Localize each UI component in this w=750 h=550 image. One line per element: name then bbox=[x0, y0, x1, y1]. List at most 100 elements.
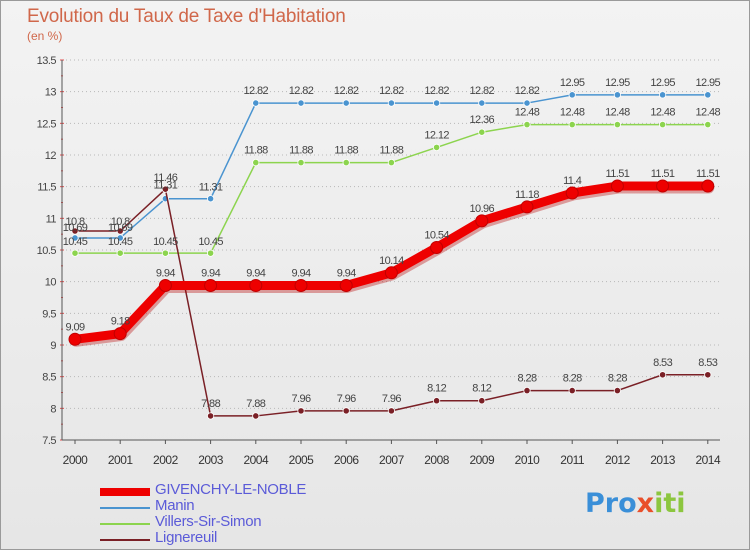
x-tick-label: 2007 bbox=[379, 453, 405, 467]
data-label: 12.82 bbox=[470, 85, 495, 97]
data-point bbox=[158, 278, 172, 292]
y-tick-label: 8.5 bbox=[42, 372, 56, 384]
x-tick-label: 2009 bbox=[469, 453, 495, 467]
data-point bbox=[432, 143, 441, 151]
data-label: 11.88 bbox=[334, 145, 358, 157]
data-label: 9.94 bbox=[201, 267, 220, 279]
data-label: 10.54 bbox=[424, 229, 449, 241]
y-tick-label: 12 bbox=[45, 150, 57, 162]
data-point bbox=[704, 121, 712, 129]
data-label: 11.88 bbox=[289, 145, 313, 157]
data-point bbox=[71, 227, 79, 235]
data-label: 11.31 bbox=[154, 180, 178, 192]
data-label: 7.96 bbox=[337, 393, 356, 405]
data-label: 12.95 bbox=[605, 77, 630, 89]
data-label: 9.94 bbox=[156, 267, 175, 279]
legend-label-manin: Manin bbox=[155, 497, 195, 514]
y-tick-label: 9 bbox=[50, 340, 56, 352]
y-tick-label: 7.5 bbox=[42, 435, 56, 447]
data-point bbox=[568, 121, 576, 129]
data-label: 10.8 bbox=[111, 216, 130, 228]
x-tick-label: 2002 bbox=[153, 453, 179, 467]
x-tick-label: 2004 bbox=[243, 453, 269, 467]
data-label: 8.53 bbox=[698, 357, 717, 369]
x-tick-label: 2005 bbox=[289, 453, 315, 467]
data-label: 12.82 bbox=[289, 85, 314, 97]
legend-label-givenchy: GIVENCHY-LE-NOBLE bbox=[155, 481, 307, 498]
x-tick-label: 2010 bbox=[515, 453, 541, 467]
data-label: 10.96 bbox=[470, 203, 495, 215]
data-label: 12.82 bbox=[515, 85, 540, 97]
data-point bbox=[294, 278, 308, 292]
data-point bbox=[249, 278, 263, 292]
data-label: 12.95 bbox=[650, 77, 675, 89]
x-tick-label: 2006 bbox=[334, 453, 360, 467]
y-tick-label: 10.5 bbox=[37, 245, 57, 257]
data-point bbox=[71, 249, 79, 257]
data-point bbox=[430, 240, 444, 254]
data-label: 7.96 bbox=[291, 393, 310, 405]
data-label: 8.53 bbox=[653, 357, 672, 369]
data-point bbox=[613, 386, 622, 395]
data-point bbox=[116, 234, 124, 242]
data-point bbox=[68, 332, 82, 346]
data-label: 12.48 bbox=[650, 107, 675, 119]
legend-item-givenchy: GIVENCHY-LE-NOBLE bbox=[100, 481, 360, 500]
data-label: 12.82 bbox=[379, 85, 404, 97]
x-tick-label: 2014 bbox=[695, 453, 721, 467]
data-label: 11.51 bbox=[696, 168, 720, 180]
data-point bbox=[568, 386, 576, 395]
data-point bbox=[478, 397, 486, 405]
data-point bbox=[432, 99, 441, 107]
data-point bbox=[161, 185, 169, 193]
data-point bbox=[658, 371, 667, 379]
legend-label-lignereuil: Lignereuil bbox=[155, 529, 218, 546]
data-label: 11.51 bbox=[606, 168, 630, 180]
data-label: 12.48 bbox=[515, 107, 540, 119]
data-label: 11.18 bbox=[515, 189, 539, 201]
data-point bbox=[207, 412, 215, 420]
data-label: 12.95 bbox=[560, 77, 585, 89]
data-label: 11.31 bbox=[199, 182, 223, 194]
legend-label-villers: Villers-Sir-Simon bbox=[155, 513, 262, 530]
data-point bbox=[252, 412, 260, 420]
data-label: 12.48 bbox=[605, 107, 630, 119]
data-point bbox=[252, 159, 260, 167]
logo-part-iti: iti bbox=[654, 488, 686, 519]
data-label: 7.88 bbox=[201, 398, 220, 410]
data-point bbox=[116, 249, 124, 257]
y-tick-label: 11 bbox=[46, 213, 57, 225]
data-point bbox=[116, 227, 124, 235]
data-point bbox=[568, 91, 576, 99]
data-label: 10.69 bbox=[108, 222, 133, 234]
data-point bbox=[252, 99, 260, 107]
data-label: 11.4 bbox=[563, 175, 582, 187]
data-label: 9.94 bbox=[246, 267, 265, 279]
y-tick-label: 12.5 bbox=[37, 118, 57, 130]
data-point bbox=[475, 214, 489, 228]
data-label: 11.51 bbox=[651, 168, 675, 180]
data-point bbox=[523, 386, 531, 395]
y-tick-label: 13.5 bbox=[37, 55, 57, 67]
data-label: 10.45 bbox=[198, 236, 223, 248]
data-point bbox=[610, 179, 624, 193]
data-label: 8.12 bbox=[427, 383, 446, 395]
data-point bbox=[204, 278, 218, 292]
chart-title: Evolution du Taux de Taxe d'Habitation bbox=[27, 6, 346, 27]
legend-swatch-villers bbox=[100, 523, 150, 525]
data-point bbox=[342, 407, 350, 415]
data-label: 11.88 bbox=[380, 145, 404, 157]
data-point bbox=[339, 278, 353, 292]
legend-item-manin: Manin bbox=[100, 497, 360, 516]
x-tick-label: 2011 bbox=[560, 453, 585, 467]
data-point bbox=[520, 200, 534, 214]
data-point bbox=[297, 407, 305, 415]
chart-subtitle: (en %) bbox=[27, 29, 63, 43]
data-label: 10.45 bbox=[108, 236, 133, 248]
data-point bbox=[523, 99, 531, 107]
data-label: 7.96 bbox=[382, 393, 401, 405]
legend-swatch-givenchy bbox=[100, 488, 150, 496]
data-point bbox=[342, 159, 350, 167]
data-label: 8.28 bbox=[608, 373, 627, 385]
